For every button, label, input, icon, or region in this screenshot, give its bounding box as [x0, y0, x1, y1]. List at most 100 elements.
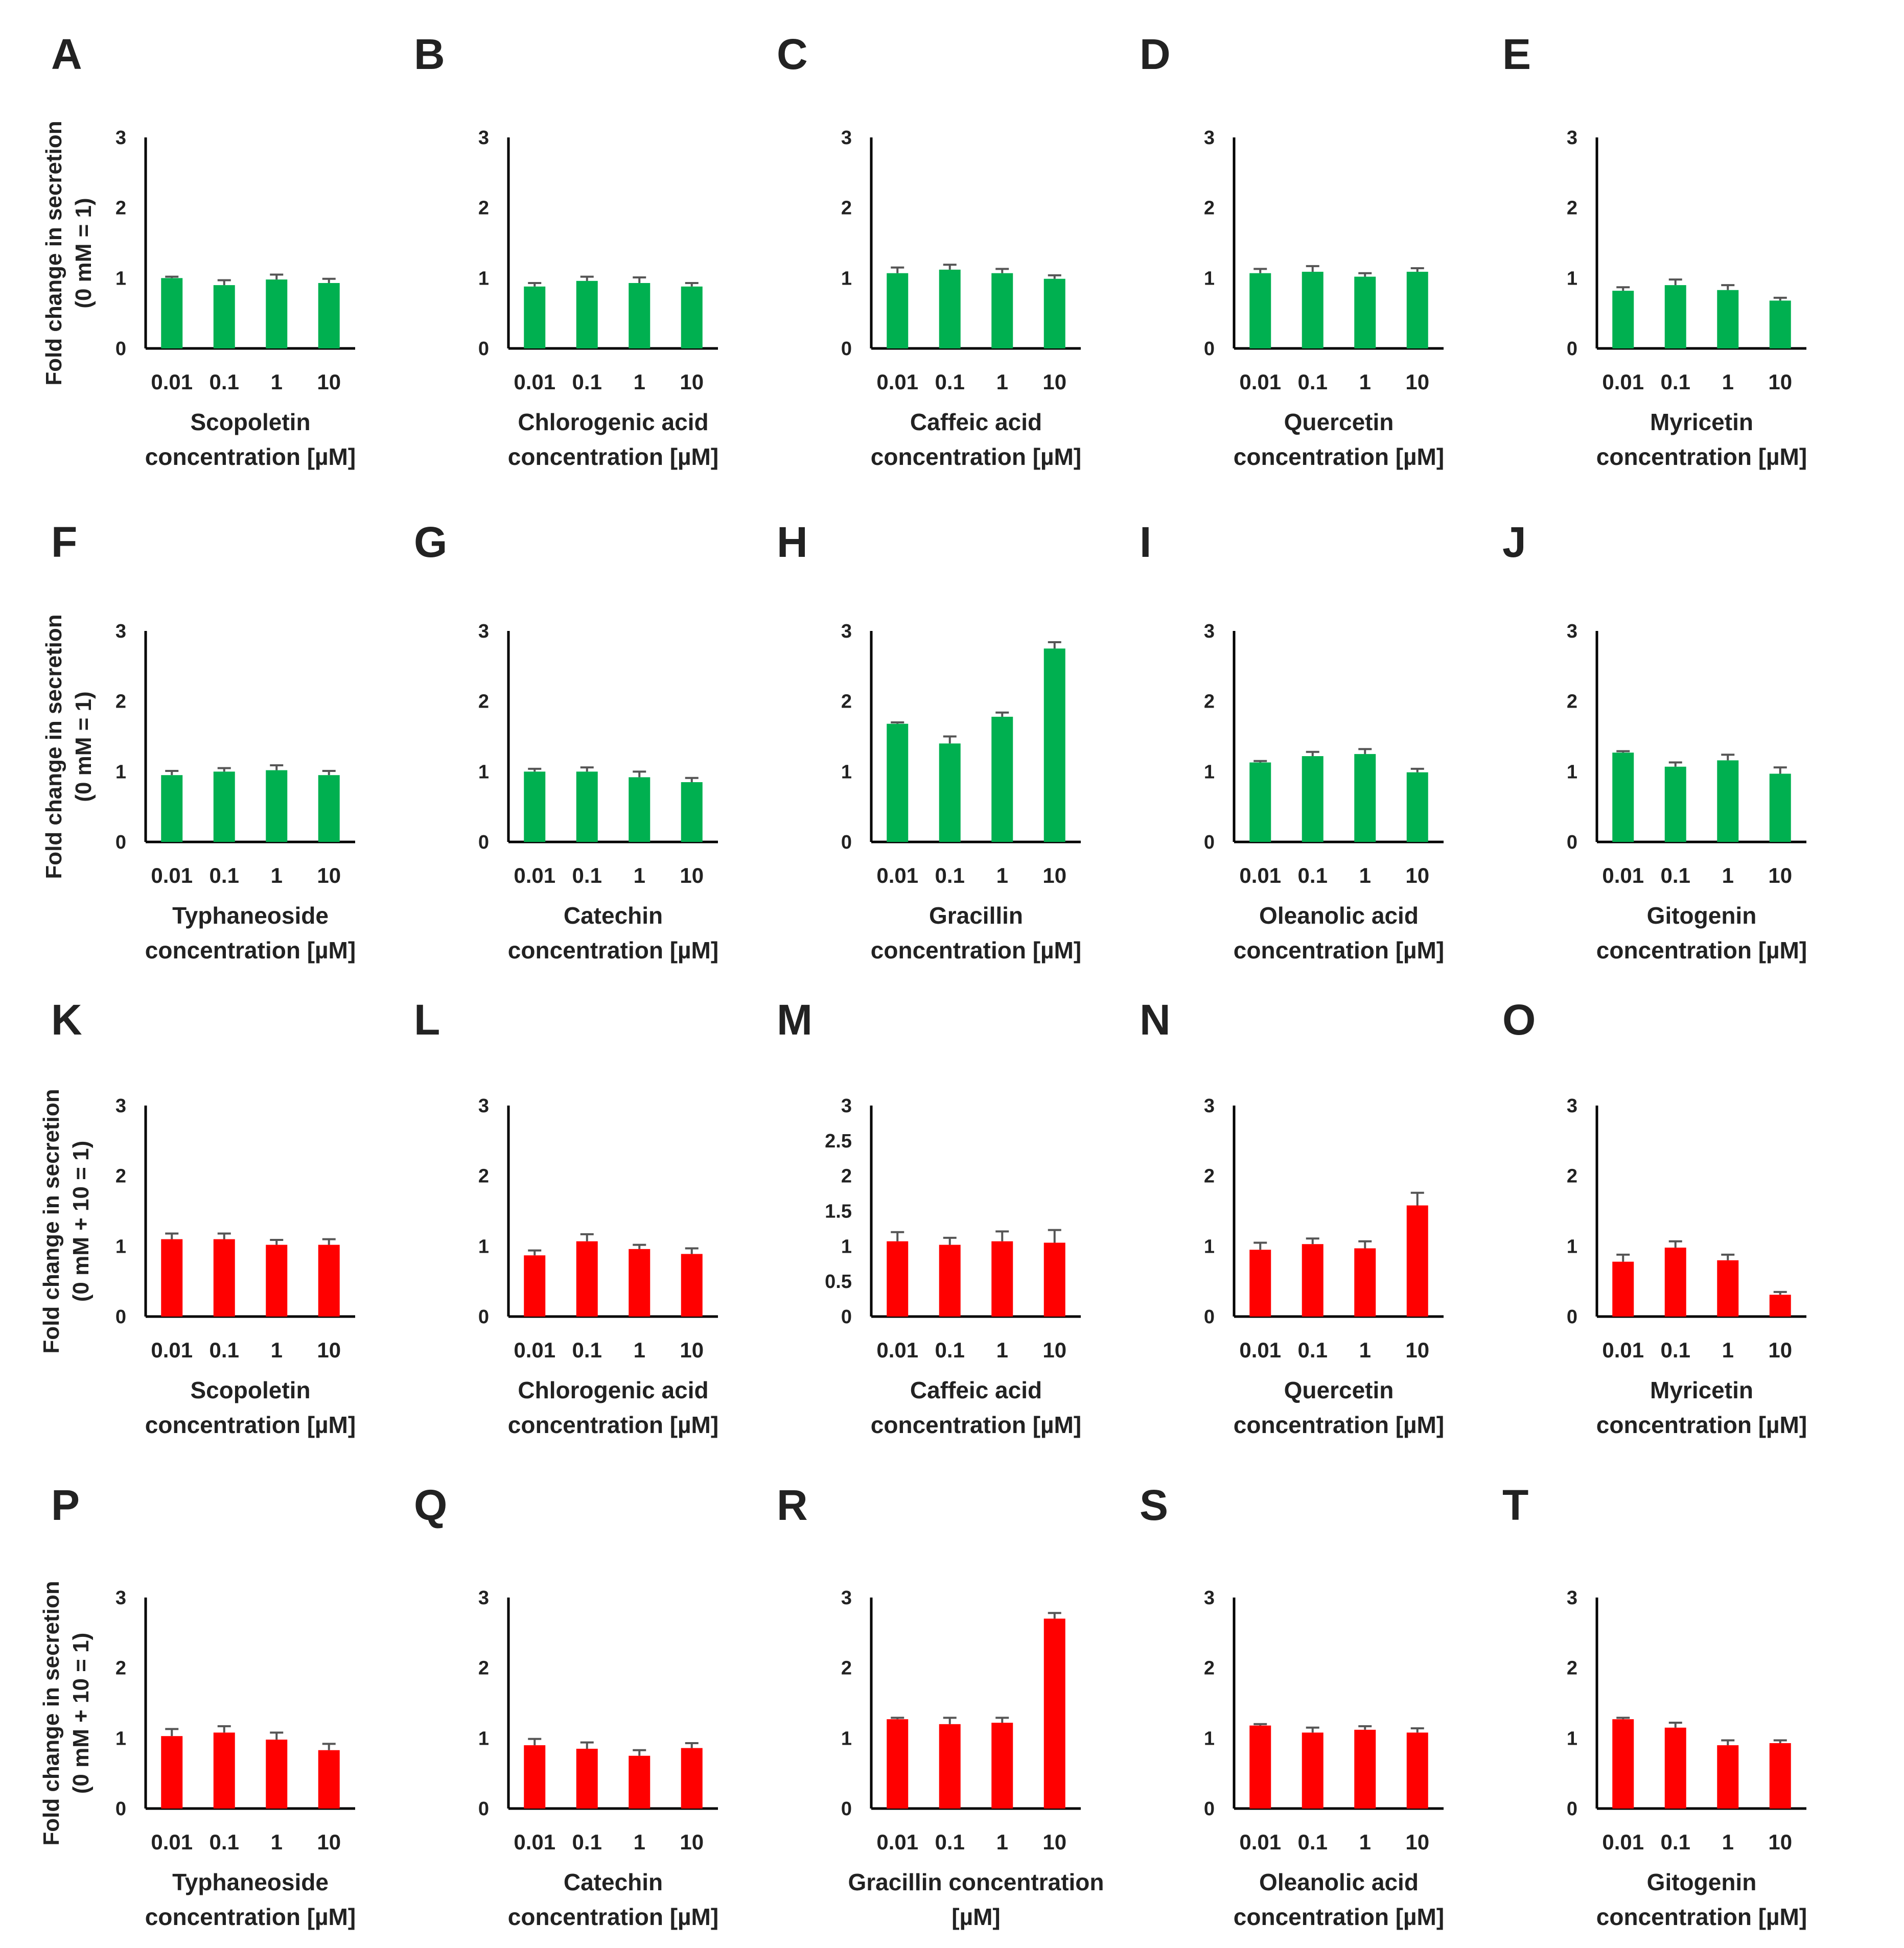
- x-tick-label: 0.01: [514, 863, 555, 887]
- x-tick-label: 10: [680, 1338, 704, 1362]
- y-tick-label: 2: [841, 691, 852, 713]
- y-tick-label: 3: [841, 127, 852, 149]
- x-tick-label: 0.1: [935, 1830, 965, 1854]
- y-tick-label: 1: [841, 761, 852, 783]
- bar: [887, 273, 909, 348]
- y-tick-label: 2: [478, 1166, 489, 1187]
- x-tick-label: 0.01: [876, 863, 918, 887]
- x-axis-title: concentration [µM]: [508, 1904, 718, 1930]
- x-tick-label: 0.01: [1239, 863, 1281, 887]
- y-tick-label: 1: [1567, 761, 1577, 783]
- bar: [1769, 300, 1791, 348]
- panel-label: T: [1502, 1481, 1528, 1529]
- panel-b: B 0 1 2 3 0.01 0.1 1 10 Chlorogenic acid concentra…: [414, 30, 718, 470]
- x-axis-title: Catechin: [564, 902, 663, 929]
- x-tick-label: 0.1: [935, 370, 965, 394]
- y-tick-label: 2: [1567, 1658, 1577, 1679]
- panel-label: H: [777, 518, 808, 566]
- x-tick-label: 10: [680, 370, 704, 394]
- panel-label: G: [414, 518, 447, 566]
- y-tick-label: 1: [115, 268, 126, 289]
- x-axis-title: Caffeic acid: [910, 1377, 1042, 1403]
- bar: [1406, 271, 1428, 348]
- x-axis-title: concentration [µM]: [1234, 443, 1444, 470]
- x-tick-label: 0.1: [572, 863, 602, 887]
- y-tick-label: 0: [1567, 1306, 1577, 1328]
- panel-q: Q 0 1 2 3 0.01 0.1 1 10 Catechin concentration [µM…: [414, 1481, 718, 1930]
- bar: [887, 723, 909, 842]
- x-tick-label: 10: [1405, 1830, 1429, 1854]
- y-tick-label: 2: [841, 1166, 852, 1187]
- y-tick-label: 3: [1204, 1587, 1215, 1609]
- y-axis-title: Fold change in secretion: [41, 614, 66, 879]
- x-tick-label: 0.1: [1661, 1830, 1690, 1854]
- x-axis-title: concentration [µM]: [1596, 1412, 1807, 1438]
- bar: [939, 269, 961, 348]
- x-axis-title: Typhaneoside: [172, 902, 329, 929]
- y-axis-title: (0 mM = 1): [71, 198, 96, 308]
- x-tick-label: 0.1: [935, 1338, 965, 1362]
- bar: [1354, 1248, 1376, 1317]
- x-axis-title: concentration [µM]: [145, 1904, 356, 1930]
- x-tick-label: 1: [634, 1830, 645, 1854]
- y-tick-label: 0: [1204, 1798, 1215, 1820]
- bar: [266, 1245, 288, 1317]
- y-tick-label: 2: [841, 1658, 852, 1679]
- x-axis-title: concentration [µM]: [871, 1412, 1081, 1438]
- panel-e: E 0 1 2 3 0.01 0.1 1 10 Myricetin concentration [µ…: [1502, 30, 1807, 470]
- x-tick-label: 1: [1359, 1830, 1371, 1854]
- x-tick-label: 1: [271, 863, 283, 887]
- bar: [1302, 271, 1323, 348]
- bar: [576, 771, 598, 842]
- x-tick-label: 1: [1722, 1338, 1734, 1362]
- y-tick-label: 1: [478, 268, 489, 289]
- panel-label: O: [1502, 996, 1536, 1044]
- bar: [629, 777, 651, 842]
- y-tick-label: 0: [1567, 338, 1577, 360]
- bar: [1612, 753, 1634, 842]
- x-axis-title: Myricetin: [1650, 409, 1753, 435]
- bar: [161, 1239, 183, 1317]
- y-tick-label: 1: [841, 268, 852, 289]
- y-tick-label: 2: [478, 691, 489, 713]
- x-tick-label: 10: [680, 863, 704, 887]
- bar: [629, 283, 651, 348]
- y-axis-title: Fold change in secretion: [39, 1089, 64, 1353]
- y-tick-label: 3: [841, 621, 852, 642]
- y-tick-label: 0: [115, 1306, 126, 1328]
- y-tick-label: 0: [115, 832, 126, 853]
- y-axis-title: (0 mM + 10 = 1): [68, 1633, 94, 1794]
- y-tick-label: 0: [1567, 832, 1577, 853]
- bar: [1302, 1244, 1323, 1317]
- x-tick-label: 0.01: [514, 370, 555, 394]
- y-tick-label: 3: [478, 1095, 489, 1117]
- y-tick-label: 1.5: [825, 1201, 852, 1223]
- y-tick-label: 0: [841, 1798, 852, 1820]
- y-tick-label: 0: [115, 338, 126, 360]
- x-axis-title: Chlorogenic acid: [518, 409, 708, 435]
- y-tick-label: 2: [1204, 1166, 1215, 1187]
- y-tick-label: 1: [1567, 1728, 1577, 1749]
- bar: [1043, 1242, 1065, 1317]
- y-tick-label: 3: [841, 1095, 852, 1117]
- y-tick-label: 1: [1567, 268, 1577, 289]
- x-axis-title: concentration [µM]: [145, 443, 356, 470]
- x-axis-title: Chlorogenic acid: [518, 1377, 708, 1403]
- y-tick-label: 2: [115, 691, 126, 713]
- x-tick-label: 0.01: [151, 863, 193, 887]
- y-axis-title: Fold change in secretion: [41, 121, 66, 385]
- x-tick-label: 0.1: [1661, 1338, 1690, 1362]
- y-tick-label: 1: [841, 1236, 852, 1257]
- panel-label: E: [1502, 30, 1531, 78]
- bar: [266, 1740, 288, 1809]
- panel-j: J 0 1 2 3 0.01 0.1 1 10 Gitogenin concentration [µ…: [1502, 518, 1807, 964]
- y-tick-label: 2: [115, 198, 126, 219]
- y-tick-label: 0: [841, 1306, 852, 1328]
- bar: [1612, 1719, 1634, 1809]
- y-tick-label: 3: [1204, 127, 1215, 149]
- y-tick-label: 3: [1567, 1587, 1577, 1609]
- y-tick-label: 2.5: [825, 1131, 852, 1152]
- x-axis-title: concentration [µM]: [145, 937, 356, 964]
- y-axis-title: (0 mM = 1): [71, 691, 96, 802]
- x-tick-label: 10: [317, 863, 341, 887]
